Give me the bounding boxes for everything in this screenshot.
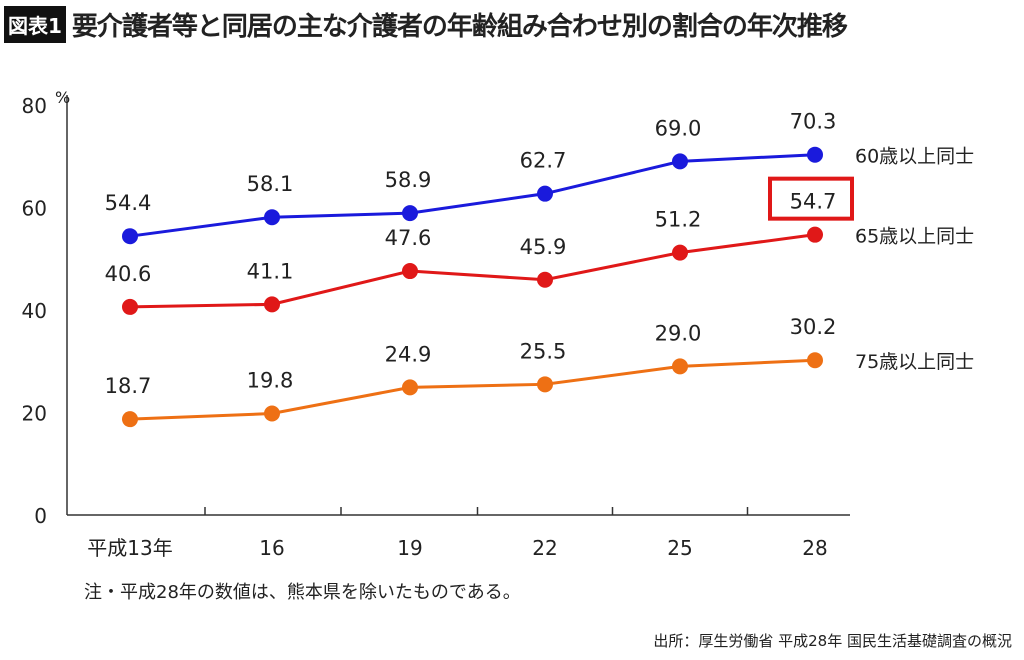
data-point <box>537 185 553 202</box>
data-point <box>807 146 823 163</box>
x-tick-label: 16 <box>259 536 284 560</box>
series-line-1 <box>129 233 816 309</box>
data-label: 18.7 <box>105 374 152 398</box>
y-tick-label: 60 <box>22 197 47 221</box>
x-tick-label: 19 <box>397 536 422 560</box>
highlight-box <box>768 176 854 221</box>
data-point <box>122 298 138 315</box>
y-tick-label: 0 <box>34 504 47 528</box>
data-label: 29.0 <box>655 321 702 345</box>
data-point <box>807 226 823 243</box>
data-label: 25.5 <box>520 339 567 363</box>
x-tick-label: 平成13年 <box>87 536 172 560</box>
legend-label: 60歳以上同士 <box>855 146 974 168</box>
x-tick-label: 28 <box>802 536 827 560</box>
data-point <box>122 411 138 428</box>
series-line-2 <box>129 358 816 421</box>
data-point <box>672 153 688 170</box>
data-point <box>122 228 138 245</box>
legend-label: 65歳以上同士 <box>855 226 974 248</box>
data-label: 58.9 <box>385 168 432 192</box>
x-tick-label: 22 <box>532 536 557 560</box>
footnote: 注・平成28年の数値は、熊本県を除いたものである。 <box>84 582 521 603</box>
data-label: 51.2 <box>655 208 702 232</box>
data-point <box>264 405 280 422</box>
data-point <box>402 205 418 222</box>
data-label: 70.3 <box>790 110 837 134</box>
chart-title: 図表1 要介護者等と同居の主な介護者の年齢組み合わせ別の割合の年次推移 <box>4 6 848 43</box>
data-point <box>672 244 688 261</box>
data-label: 45.9 <box>520 235 567 259</box>
data-point <box>264 209 280 226</box>
data-point <box>537 271 553 288</box>
title-text: 要介護者等と同居の主な介護者の年齢組み合わせ別の割合の年次推移 <box>71 12 848 42</box>
y-tick-label: 40 <box>22 299 47 323</box>
data-label: 54.7 <box>790 190 837 214</box>
data-label: 54.4 <box>105 191 152 215</box>
data-label: 62.7 <box>520 149 567 173</box>
data-label: 40.6 <box>105 262 152 286</box>
data-label: 24.9 <box>385 342 432 366</box>
data-point <box>537 376 553 393</box>
data-point <box>402 379 418 396</box>
data-label: 47.6 <box>385 226 432 250</box>
y-tick-label: 80 <box>22 94 47 118</box>
data-label: 19.8 <box>247 369 294 393</box>
data-point <box>672 358 688 375</box>
data-point <box>807 352 823 369</box>
source-note: 出所：厚生労働省 平成28年 国民生活基礎調査の概況 <box>653 632 1012 650</box>
data-label: 30.2 <box>790 315 837 339</box>
y-unit-label: % <box>55 88 70 107</box>
data-point <box>402 263 418 280</box>
figure-badge: 図表1 <box>4 6 66 43</box>
x-tick-label: 25 <box>667 536 692 560</box>
data-label: 69.0 <box>655 116 702 140</box>
data-label: 58.1 <box>247 172 294 196</box>
data-point <box>264 296 280 313</box>
y-tick-label: 20 <box>22 402 47 426</box>
data-label: 41.1 <box>247 259 294 283</box>
series-line-0 <box>129 153 816 238</box>
legend-label: 75歳以上同士 <box>855 351 974 373</box>
